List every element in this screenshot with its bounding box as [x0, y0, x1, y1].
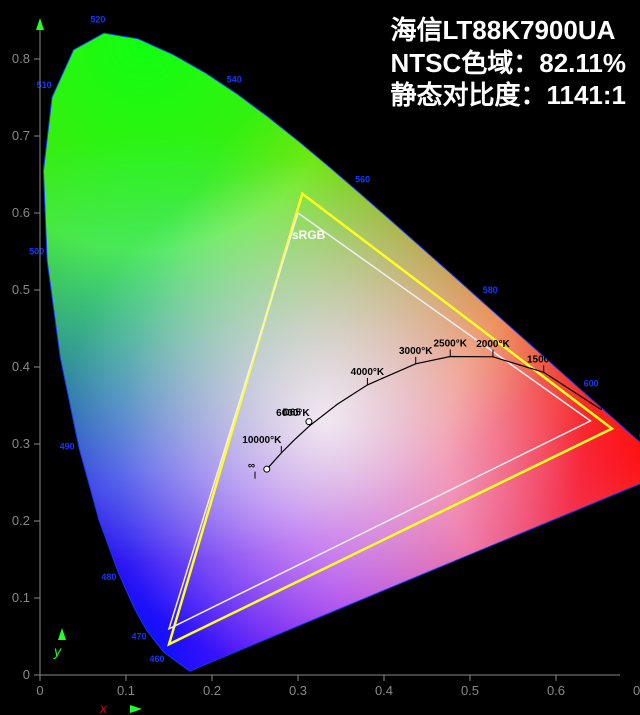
- wavelength-label: 560: [355, 174, 370, 184]
- temperature-label: 2500°K: [433, 338, 467, 349]
- y-tick-label: 0.5: [12, 282, 30, 297]
- header-model: 海信LT88K7900UA: [390, 14, 626, 47]
- header-block: 海信LT88K7900UA NTSC色域：82.11% 静态对比度：1141:1: [390, 14, 626, 112]
- x-tick-label: 0.3: [289, 683, 307, 698]
- y-axis-label: y: [53, 643, 62, 659]
- x-tick-label: 0.7: [633, 683, 640, 698]
- wavelength-label: 540: [227, 75, 242, 85]
- d65-point: [306, 419, 312, 425]
- wavelength-label: 510: [37, 80, 52, 90]
- wavelength-label: 490: [60, 441, 75, 451]
- d65-label: D65: [283, 408, 302, 419]
- wavelength-label: 600: [584, 379, 599, 389]
- x-tick-label: 0.5: [461, 683, 479, 698]
- y-tick-label: 0.4: [12, 359, 30, 374]
- x-tick-label: 0: [36, 683, 43, 698]
- x-axis-label: x: [99, 700, 108, 715]
- wavelength-label: 480: [101, 572, 116, 582]
- temperature-label: 2000°K: [476, 339, 510, 350]
- y-tick-label: 0.3: [12, 436, 30, 451]
- wavelength-label: 460: [149, 654, 164, 664]
- temperature-label: 4000°K: [351, 367, 385, 378]
- infinity-point: [264, 466, 270, 472]
- x-tick-label: 0.6: [547, 683, 565, 698]
- header-ntsc: NTSC色域：82.11%: [390, 47, 626, 80]
- y-tick-label: 0.7: [12, 128, 30, 143]
- y-tick-label: 0.1: [12, 590, 30, 605]
- wavelength-label: 580: [483, 285, 498, 295]
- x-tick-label: 0.4: [375, 683, 393, 698]
- wavelength-label: 500: [29, 247, 44, 257]
- temperature-label: 10000°K: [242, 435, 282, 446]
- y-tick-label: 0.8: [12, 51, 30, 66]
- x-tick-label: 0.1: [117, 683, 135, 698]
- temperature-label: 1500°K: [527, 354, 561, 365]
- temperature-label: 1000°K: [601, 392, 635, 403]
- y-tick-label: 0.6: [12, 205, 30, 220]
- y-tick-label: 0: [23, 667, 30, 682]
- temperature-label: ∞: [248, 461, 255, 472]
- wavelength-label: 520: [90, 15, 105, 25]
- temperature-label: 3000°K: [399, 346, 433, 357]
- header-contrast: 静态对比度：1141:1: [390, 79, 626, 112]
- x-tick-label: 0.2: [203, 683, 221, 698]
- y-axis-arrow-icon: [36, 18, 44, 30]
- wavelength-label: 470: [131, 632, 146, 642]
- srgb-label: sRGB: [292, 228, 326, 242]
- y-tick-label: 0.2: [12, 513, 30, 528]
